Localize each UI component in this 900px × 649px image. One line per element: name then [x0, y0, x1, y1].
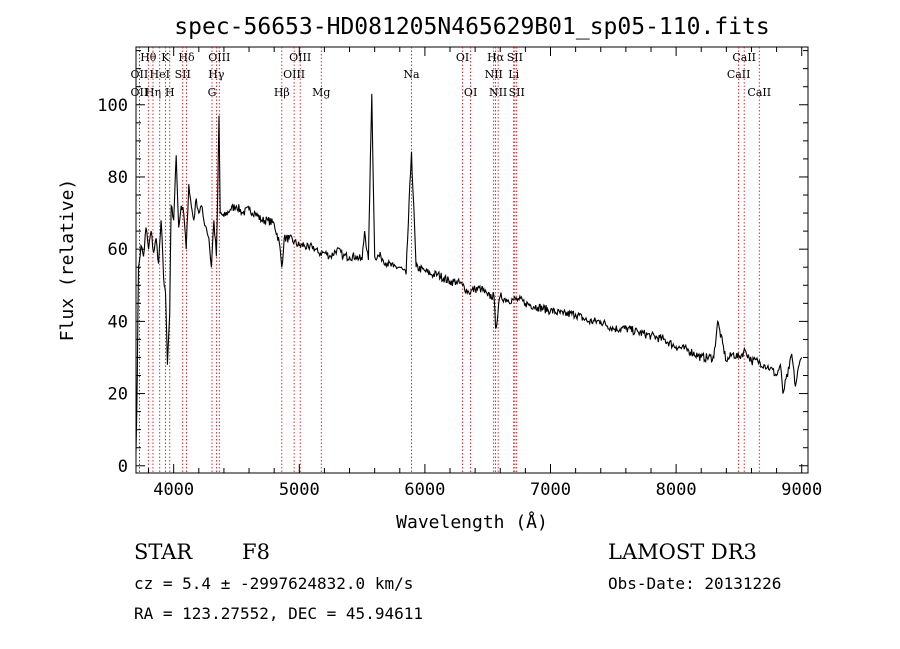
marker-label-4: HeI [150, 68, 170, 81]
y-tick-label-2: 40 [108, 312, 128, 332]
marker-label-26: CaII [727, 68, 751, 81]
marker-label-24: SII [509, 86, 525, 99]
marker-label-20: SII [507, 51, 523, 64]
marker-label-2: Hδ [178, 51, 195, 64]
x-tick-label-2: 6000 [404, 480, 445, 500]
marker-label-10: H [165, 86, 175, 99]
marker-label-27: CaII [747, 86, 771, 99]
x-axis-label: Wavelength (Å) [396, 511, 548, 533]
survey-name: LAMOST DR3 [608, 540, 757, 564]
coordinates-line: RA = 123.27552, DEC = 45.94611 [134, 604, 423, 623]
marker-label-6: OIII [208, 51, 230, 64]
marker-label-16: Na [403, 68, 420, 81]
spectral-line-markers [138, 47, 760, 473]
spectrum-series-line [135, 93, 803, 452]
marker-label-14: Hβ [274, 86, 290, 99]
marker-label-0: Hθ [140, 51, 157, 64]
x-tick-label-5: 9000 [781, 480, 822, 500]
x-tick-label-3: 7000 [530, 480, 571, 500]
marker-label-12: OIII [289, 51, 311, 64]
marker-label-5: SII [175, 68, 191, 81]
marker-label-17: OI [456, 51, 469, 64]
y-axis-label: Flux (relative) [57, 179, 78, 342]
y-tick-label-4: 80 [108, 168, 128, 188]
x-tick-label-0: 4000 [153, 480, 194, 500]
marker-label-7: Hγ [208, 68, 225, 81]
object-class: STAR [134, 540, 193, 564]
marker-label-11: G [208, 86, 217, 99]
x-tick-label-1: 5000 [279, 480, 320, 500]
marker-label-21: NII [485, 68, 503, 81]
marker-label-22: Li [508, 68, 519, 81]
marker-label-9: Hη [145, 86, 161, 99]
marker-label-18: OI [464, 86, 477, 99]
chart-title: spec-56653-HD081205N465629B01_sp05-110.f… [174, 14, 769, 40]
marker-label-19: Hα [487, 51, 505, 64]
marker-label-15: Mg [312, 86, 330, 99]
x-tick-label-4: 8000 [656, 480, 697, 500]
y-tick-label-1: 20 [108, 385, 128, 405]
marker-label-1: K [161, 51, 170, 64]
marker-label-23: NII [489, 86, 507, 99]
y-tick-label-3: 60 [108, 240, 128, 260]
redshift-line: cz = 5.4 ± -2997624832.0 km/s [134, 574, 414, 593]
x-axis-ticks: 4000 5000 6000 7000 8000 9000 [148, 47, 822, 500]
object-subclass: F8 [242, 540, 270, 564]
obs-date: Obs-Date: 20131226 [608, 574, 782, 593]
marker-label-3: OII [131, 68, 149, 81]
y-axis-ticks: 0 20 40 60 80 100 [97, 50, 808, 477]
marker-label-13: OIII [283, 68, 305, 81]
y-tick-label-5: 100 [97, 96, 128, 116]
plot-frame [135, 46, 809, 474]
marker-label-25: CaII [732, 51, 756, 64]
marker-label-8: OII [131, 86, 149, 99]
y-tick-label-0: 0 [118, 457, 128, 477]
